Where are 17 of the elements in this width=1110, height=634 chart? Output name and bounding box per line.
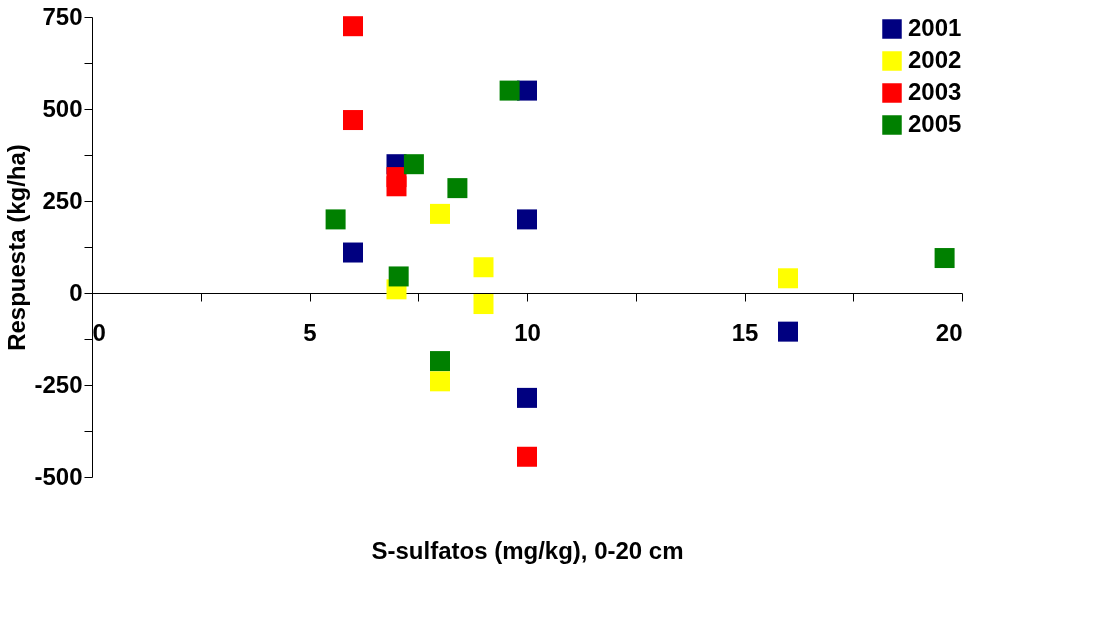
x-axis-title: S-sulfatos (mg/kg), 0-20 cm (371, 536, 684, 564)
legend-label: 2003 (908, 78, 962, 105)
y-axis-title: Respuesta (kg/ha) (3, 144, 31, 351)
y-tick-label: 750 (42, 2, 83, 30)
x-tick-label: 0 (92, 318, 106, 346)
x-tick-label: 20 (935, 318, 963, 346)
legend-label: 2002 (908, 46, 962, 73)
x-tick-label: 10 (514, 318, 541, 346)
legend-label: 2001 (908, 14, 962, 41)
x-tick-label: 15 (731, 318, 759, 346)
y-tick-label: 0 (69, 278, 83, 306)
y-tick-label: 500 (42, 94, 83, 122)
y-tick-label: 250 (42, 186, 83, 214)
y-tick-label: -250 (34, 370, 83, 398)
y-tick-label: -500 (34, 462, 83, 490)
x-tick-label: 5 (303, 318, 317, 346)
legend-label: 2005 (908, 110, 962, 137)
